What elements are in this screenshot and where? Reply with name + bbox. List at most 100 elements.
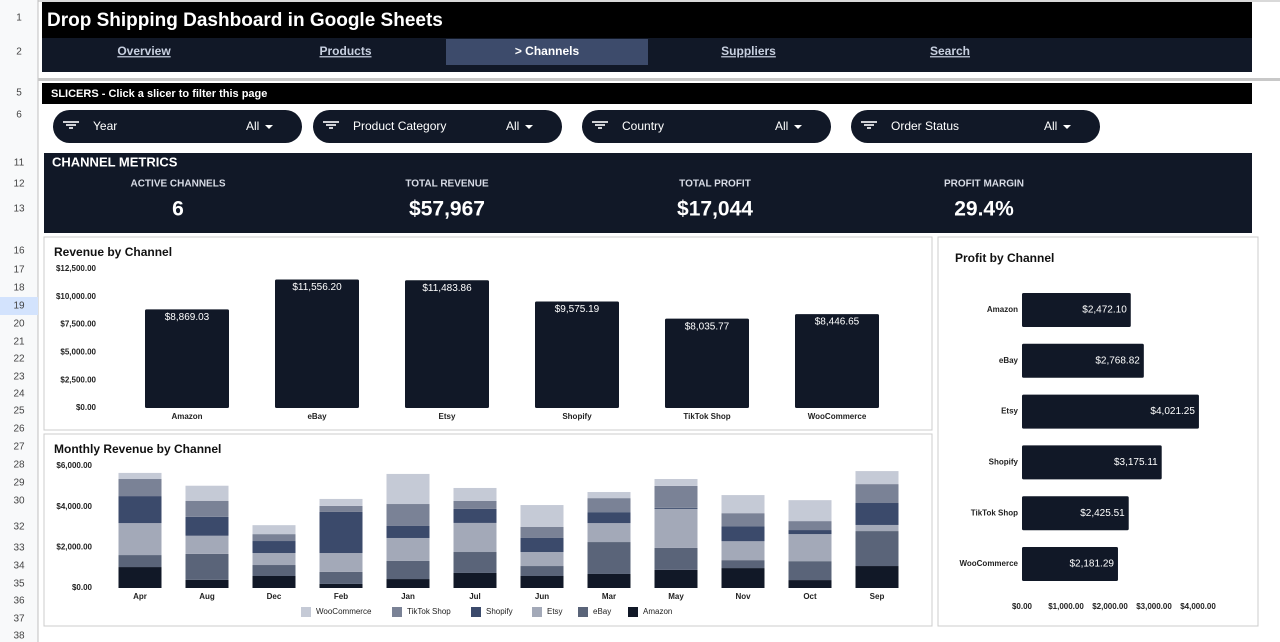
bar-segment [654,569,698,588]
metric-label: ACTIVE CHANNELS [130,179,225,190]
bar-segment [788,500,832,522]
bar-segment [386,504,430,526]
bar-segment [185,535,229,554]
row-number: 24 [13,389,25,400]
bar-segment [185,553,229,580]
metric-value: 29.4% [954,198,1014,221]
nav-tab[interactable]: Overview [117,44,171,58]
metric-value: 6 [172,198,184,221]
bar-segment [788,534,832,562]
bar [1022,445,1162,480]
row-number: 20 [13,319,25,330]
bar-segment [721,560,765,569]
bar-segment [587,498,631,513]
bar-segment [319,498,363,506]
bar-segment [855,484,899,504]
y-tick-label: $2,000.00 [56,542,92,551]
dropdown-arrow [1063,125,1071,129]
bar-segment [788,561,832,581]
row-number: 11 [14,158,25,169]
x-tick-label: $4,000.00 [1180,602,1216,611]
x-tick-label: $3,000.00 [1136,602,1172,611]
bar-segment [185,485,229,501]
metrics-panel [44,153,1252,233]
legend-swatch [471,607,481,617]
slicer-name: Year [93,119,117,133]
bar-segment [319,505,363,512]
metric-value: $57,967 [409,198,485,221]
row-number: 32 [13,522,25,533]
row-number: 34 [13,561,25,572]
bar-segment [185,516,229,536]
x-tick-label: eBay [307,412,327,421]
bar-segment [520,566,564,577]
bar-segment [855,566,899,588]
slicer-value: All [775,119,788,133]
nav-tab[interactable]: Suppliers [721,44,776,58]
value-label: $3,175.11 [1114,457,1158,468]
bar-segment [587,492,631,499]
metrics-title: CHANNEL METRICS [52,154,178,169]
slicer-value: All [506,119,519,133]
slicer-caption: SLICERS - Click a slicer to filter this … [51,88,267,100]
value-label: $2,768.82 [1095,355,1140,366]
y-tick-label: Etsy [1001,407,1018,416]
y-tick-label: $7,500.00 [60,320,96,329]
x-tick-label: $2,000.00 [1092,602,1128,611]
bar-segment [453,500,497,509]
bar-segment [386,537,430,561]
bar-segment [185,500,229,517]
row-number: 18 [13,283,25,294]
x-tick-label: $1,000.00 [1048,602,1084,611]
row-number: 33 [13,543,25,554]
x-tick-label: Sep [870,592,885,601]
row-number: 23 [13,372,25,383]
bar-segment [118,496,162,524]
value-label: $11,556.20 [292,282,342,293]
x-tick-label: Etsy [439,412,456,421]
title-bar [42,2,1252,38]
x-tick-label: Oct [803,592,817,601]
bar [405,280,489,408]
bar-segment [721,495,765,514]
legend-label: Etsy [547,607,563,616]
x-tick-label: Shopify [562,412,592,421]
nav-tab[interactable]: Products [319,44,371,58]
x-tick-label: TikTok Shop [683,412,730,421]
bar-segment [386,579,430,588]
legend-label: Shopify [486,607,513,616]
y-tick-label: Amazon [987,305,1018,314]
y-tick-label: $4,000.00 [56,502,92,511]
row-number: 2 [16,47,22,58]
bar-segment [118,523,162,556]
nav-tab[interactable]: Search [930,44,970,58]
nav-tab[interactable]: > Channels [515,44,580,58]
bar [1022,496,1129,531]
bar-segment [788,521,832,531]
x-tick-label: $0.00 [1012,602,1033,611]
y-tick-label: Shopify [989,458,1019,467]
bar-segment [855,531,899,567]
chart-title: Monthly Revenue by Channel [54,442,221,456]
slicer[interactable] [851,110,1100,143]
slicer[interactable] [313,110,562,143]
slicer[interactable] [53,110,302,143]
bar-segment [453,522,497,553]
bar [535,301,619,408]
value-label: $2,181.29 [1069,559,1114,570]
bar-segment [386,560,430,580]
bar-segment [118,472,162,480]
bar-segment [252,565,296,577]
y-tick-label: $0.00 [72,583,93,592]
x-tick-label: May [668,592,684,601]
legend-swatch [301,607,311,617]
slicer[interactable] [582,110,831,143]
x-tick-label: Nov [735,592,751,601]
y-tick-label: $10,000.00 [56,292,97,301]
bar-segment [252,576,296,588]
metric-label: PROFIT MARGIN [944,179,1024,190]
bar-segment [654,479,698,486]
bar-segment [520,576,564,588]
row-header-column [0,0,38,642]
